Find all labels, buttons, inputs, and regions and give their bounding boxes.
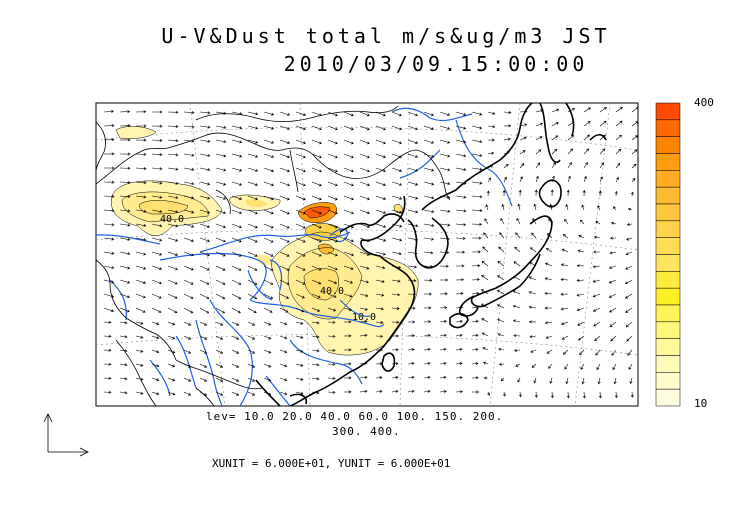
colorbar-swatch [655, 287, 681, 306]
wind-vectors [103, 106, 638, 399]
colorbar-swatch [655, 321, 681, 339]
unit-text: XUNIT = 6.000E+01, YUNIT = 6.000E+01 [212, 457, 451, 470]
colorbar-swatch [655, 186, 681, 205]
contour-label: 40.0 [320, 286, 344, 297]
colorbar-swatch [655, 136, 681, 154]
levels-line1: lev= 10.0 20.0 40.0 60.0 100. 150. 200. [206, 410, 504, 423]
colorbar-swatch [655, 338, 681, 356]
contour-label: 40.0 [160, 214, 184, 225]
figure-title-line1: U-V&Dust total m/s&ug/m3 JST [161, 24, 611, 48]
contour-labels: 40.0 40.0 10.0 [160, 214, 376, 323]
colorbar-swatch [655, 170, 681, 188]
colorbar-swatch [655, 220, 681, 238]
dust-shading [111, 126, 419, 356]
wind-arrow [103, 106, 638, 399]
colorbar-swatch [655, 102, 681, 121]
colorbar-swatch [655, 119, 681, 137]
colorbar-swatch [655, 271, 681, 289]
colorbar-swatch [655, 203, 681, 222]
colorbar-swatch [655, 372, 681, 390]
colorbar [655, 102, 681, 407]
coastlines [255, 103, 607, 406]
colorbar-swatch [655, 153, 681, 171]
colorbar-swatch [655, 304, 681, 323]
colorbar-swatch [655, 254, 681, 272]
contour-label: 10.0 [352, 312, 376, 323]
colorbar-max-label: 400 [694, 96, 714, 109]
colorbar-swatch [655, 355, 681, 373]
levels-line2: 300. 400. [332, 425, 401, 438]
colorbar-swatch [655, 237, 681, 255]
colorbar-swatch [655, 388, 681, 407]
figure-title-line2: 2010/03/09.15:00:00 [283, 52, 589, 76]
borders [96, 105, 451, 406]
reference-vector [43, 413, 89, 457]
rivers [96, 107, 513, 406]
dust-contours [110, 126, 419, 356]
colorbar-min-label: 10 [694, 397, 708, 410]
